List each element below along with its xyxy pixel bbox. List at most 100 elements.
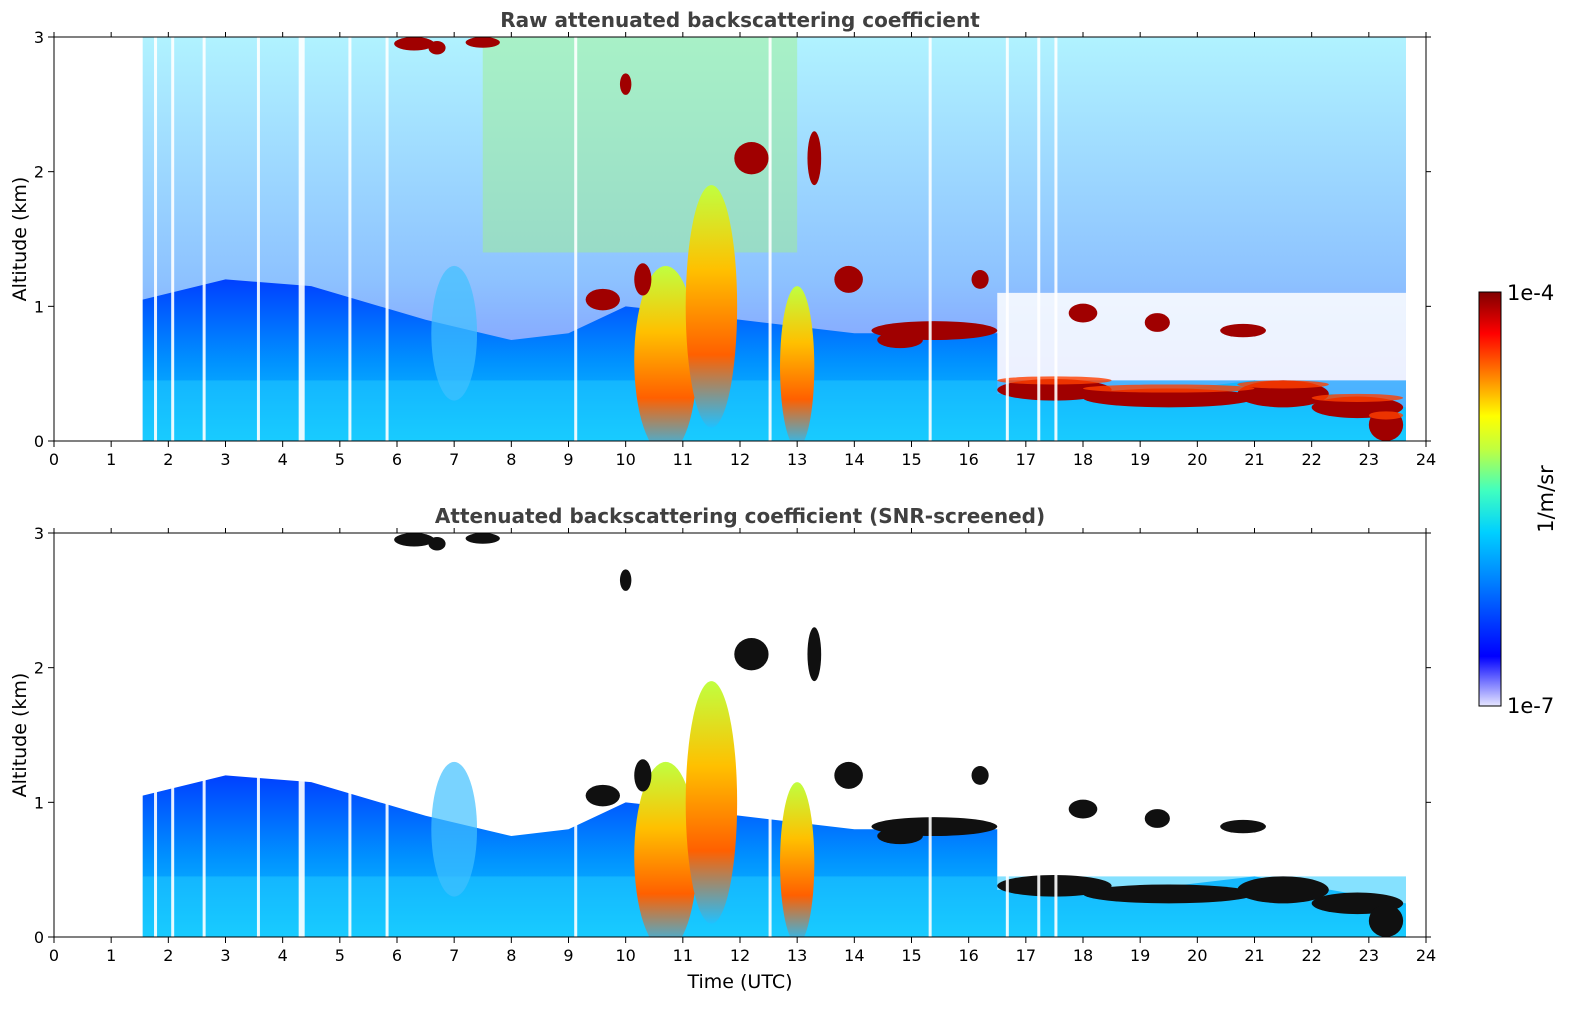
raw-y-axis-label: Altitude (km) — [9, 177, 31, 302]
cloud — [585, 784, 620, 807]
x-tick-label: 18 — [1073, 946, 1093, 965]
snr-panel-title: Attenuated backscattering coefficient (S… — [435, 504, 1045, 528]
x-tick-label: 14 — [844, 946, 864, 965]
cloud — [634, 759, 652, 792]
data-gap — [154, 533, 158, 937]
x-tick-label: 2 — [163, 946, 173, 965]
surface-layer — [142, 876, 1406, 937]
x-tick-label: 23 — [1359, 450, 1379, 469]
colorbar-max-label: 1e-4 — [1507, 281, 1554, 305]
x-tick-label: 12 — [730, 946, 750, 965]
raw-y-ticks: 0 1 2 3 — [34, 28, 1431, 451]
data-gap — [574, 533, 578, 937]
cloud-edge — [1311, 393, 1404, 402]
data-gap — [202, 37, 206, 441]
data-gap — [1037, 37, 1041, 441]
data-gap — [348, 37, 352, 441]
x-tick-label: 6 — [392, 946, 402, 965]
x-tick-label: 4 — [278, 946, 288, 965]
cloud-edge — [1368, 411, 1404, 420]
x-tick-label: 12 — [730, 450, 750, 469]
x-tick-label: 4 — [278, 450, 288, 469]
x-tick-label: 14 — [844, 450, 864, 469]
x-tick-label: 7 — [449, 450, 459, 469]
cloud — [428, 41, 446, 55]
data-gap — [348, 533, 352, 937]
x-tick-label: 13 — [787, 946, 807, 965]
x-tick-label: 0 — [49, 450, 59, 469]
aerosol-plume — [780, 286, 815, 441]
y-tick-label: 3 — [34, 28, 44, 47]
x-tick-label: 9 — [563, 450, 573, 469]
y-tick-label: 2 — [34, 659, 44, 678]
no-data-end — [1405, 533, 1426, 937]
x-tick-label: 20 — [1187, 946, 1207, 965]
cloud — [807, 131, 822, 186]
x-tick-label: 11 — [673, 450, 693, 469]
colorbar: 1e-4 1e-7 1/m/sr — [1478, 281, 1558, 718]
cloud — [834, 265, 863, 293]
x-tick-label: 22 — [1301, 946, 1321, 965]
y-tick-label: 2 — [34, 163, 44, 182]
cloud — [428, 537, 446, 551]
no-data-end — [1405, 37, 1426, 441]
x-tick-label: 16 — [958, 946, 978, 965]
cloud — [807, 627, 822, 682]
aerosol-plume — [634, 761, 698, 937]
colorbar-min-label: 1e-7 — [1507, 694, 1554, 718]
x-tick-label: 20 — [1187, 450, 1207, 469]
y-tick-label: 1 — [34, 793, 44, 812]
cloud — [394, 37, 435, 51]
cloud — [1220, 819, 1266, 834]
data-gap — [154, 37, 158, 441]
raw-backscatter-panel: Raw attenuated backscattering coefficien… — [9, 8, 1436, 469]
cloud — [1068, 303, 1098, 323]
data-gap — [928, 533, 932, 937]
cloud — [1144, 313, 1170, 332]
x-tick-label: 8 — [506, 450, 516, 469]
snr-y-axis-label: Altitude (km) — [9, 673, 31, 798]
x-tick-label: 5 — [335, 946, 345, 965]
cloud — [877, 331, 923, 349]
no-data-start — [54, 37, 143, 441]
x-tick-label: 3 — [220, 450, 230, 469]
no-data-start — [54, 533, 143, 937]
y-tick-label: 3 — [34, 524, 44, 543]
cloud — [634, 263, 652, 296]
cloud — [1144, 809, 1170, 828]
x-tick-label: 3 — [220, 946, 230, 965]
cloud — [585, 288, 620, 311]
x-tick-label: 10 — [615, 946, 635, 965]
x-tick-label: 23 — [1359, 946, 1379, 965]
data-gap — [768, 533, 772, 937]
cloud — [1220, 323, 1266, 338]
x-tick-label: 22 — [1301, 450, 1321, 469]
x-tick-label: 8 — [506, 946, 516, 965]
x-tick-label: 15 — [901, 946, 921, 965]
snr-heatmap — [54, 533, 1426, 937]
y-tick-label: 0 — [34, 432, 44, 451]
cloud — [1083, 884, 1255, 904]
cloud — [1237, 876, 1329, 904]
x-tick-label: 13 — [787, 450, 807, 469]
x-tick-label: 16 — [958, 450, 978, 469]
aerosol-plume — [685, 681, 738, 924]
x-tick-label: 19 — [1130, 946, 1150, 965]
cloud — [465, 533, 500, 544]
x-tick-label: 9 — [563, 946, 573, 965]
snr-y-ticks: 0 1 2 3 — [34, 524, 1431, 947]
x-tick-label: 17 — [1016, 946, 1036, 965]
cloud — [971, 269, 989, 289]
cloud — [1368, 904, 1404, 937]
x-tick-label: 17 — [1016, 450, 1036, 469]
cloud — [465, 37, 500, 48]
data-gap — [385, 533, 389, 937]
aerosol-plume — [431, 761, 478, 897]
data-gap — [1005, 37, 1009, 441]
data-gap — [171, 533, 175, 937]
data-gap — [171, 37, 175, 441]
x-tick-label: 0 — [49, 946, 59, 965]
cloud — [619, 569, 632, 591]
x-tick-label: 10 — [615, 450, 635, 469]
x-tick-label: 19 — [1130, 450, 1150, 469]
